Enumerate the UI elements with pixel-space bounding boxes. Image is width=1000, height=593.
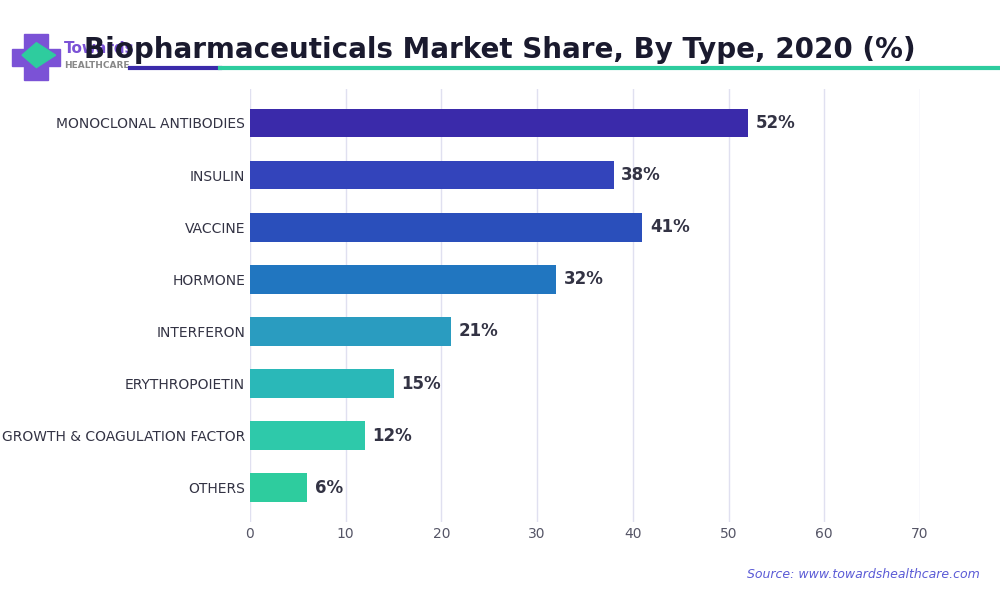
Bar	[250, 161, 614, 189]
Text: Biopharmaceuticals Market Share, By Type, 2020 (%): Biopharmaceuticals Market Share, By Type…	[84, 36, 916, 63]
Bar	[250, 422, 365, 450]
Text: 41%: 41%	[650, 218, 690, 236]
Text: Source: www.towardshealthcare.com: Source: www.towardshealthcare.com	[747, 568, 980, 581]
Bar	[12, 49, 60, 66]
Bar	[250, 109, 748, 138]
Bar	[250, 369, 394, 398]
Text: Towards: Towards	[64, 41, 135, 56]
Text: 52%: 52%	[755, 114, 795, 132]
Text: 32%: 32%	[564, 270, 604, 288]
Bar	[24, 34, 48, 80]
Text: 15%: 15%	[401, 375, 441, 393]
Bar	[250, 473, 307, 502]
Bar	[250, 213, 642, 241]
Text: 21%: 21%	[459, 323, 498, 340]
Text: 38%: 38%	[621, 166, 661, 184]
Text: 6%: 6%	[315, 479, 343, 497]
Text: 12%: 12%	[373, 427, 412, 445]
Bar	[250, 265, 556, 294]
Text: HEALTHCARE: HEALTHCARE	[64, 61, 130, 70]
Bar	[250, 317, 451, 346]
Polygon shape	[22, 43, 56, 68]
